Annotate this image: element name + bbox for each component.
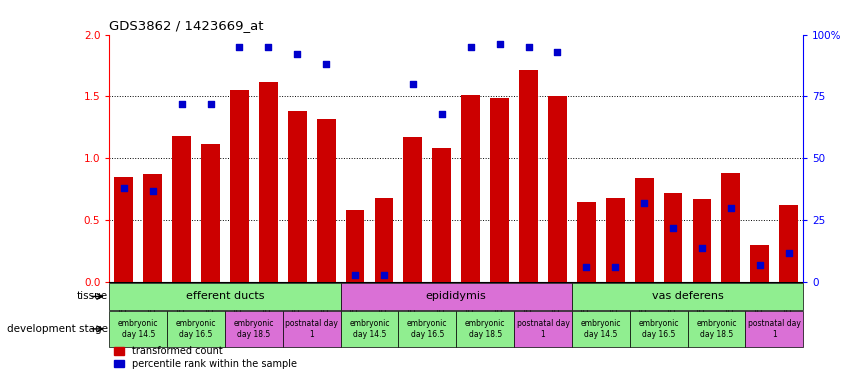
Text: postnatal day
1: postnatal day 1: [748, 319, 801, 339]
Text: development stage: development stage: [7, 324, 108, 334]
Bar: [167, 311, 225, 347]
Bar: [259, 82, 278, 282]
Bar: [722, 173, 740, 282]
Text: GDS3862 / 1423669_at: GDS3862 / 1423669_at: [109, 19, 264, 32]
Point: [290, 51, 304, 58]
Point: [724, 205, 738, 211]
Point: [521, 44, 535, 50]
Bar: [750, 245, 770, 282]
Bar: [288, 111, 307, 282]
Point: [579, 264, 593, 270]
Bar: [780, 205, 798, 282]
Bar: [630, 311, 687, 347]
Point: [117, 185, 130, 191]
Bar: [745, 311, 803, 347]
Point: [493, 41, 506, 48]
Text: embryonic
day 18.5: embryonic day 18.5: [234, 319, 274, 339]
Bar: [109, 283, 341, 310]
Text: embryonic
day 14.5: embryonic day 14.5: [349, 319, 389, 339]
Point: [435, 111, 448, 117]
Bar: [114, 177, 133, 282]
Bar: [693, 199, 711, 282]
Bar: [687, 311, 745, 347]
Text: embryonic
day 14.5: embryonic day 14.5: [580, 319, 621, 339]
Text: epididymis: epididymis: [426, 291, 487, 301]
Text: embryonic
day 14.5: embryonic day 14.5: [118, 319, 158, 339]
Bar: [225, 311, 283, 347]
Point: [348, 272, 362, 278]
Bar: [456, 311, 514, 347]
Point: [609, 264, 622, 270]
Bar: [490, 98, 509, 282]
Bar: [572, 311, 630, 347]
Bar: [462, 95, 480, 282]
Bar: [432, 149, 451, 282]
Bar: [664, 193, 682, 282]
Bar: [283, 311, 341, 347]
Bar: [143, 174, 162, 282]
Text: postnatal day
1: postnatal day 1: [285, 319, 338, 339]
Point: [637, 200, 651, 206]
Bar: [201, 144, 220, 282]
Point: [204, 101, 217, 107]
Point: [175, 101, 188, 107]
Text: embryonic
day 16.5: embryonic day 16.5: [638, 319, 679, 339]
Point: [406, 81, 420, 87]
Point: [146, 187, 160, 194]
Bar: [230, 90, 249, 282]
Text: embryonic
day 18.5: embryonic day 18.5: [465, 319, 505, 339]
Bar: [577, 202, 595, 282]
Bar: [404, 137, 422, 282]
Bar: [548, 96, 567, 282]
Bar: [374, 198, 394, 282]
Point: [696, 245, 709, 251]
Bar: [341, 311, 399, 347]
Text: embryonic
day 18.5: embryonic day 18.5: [696, 319, 737, 339]
Bar: [606, 198, 625, 282]
Point: [666, 225, 680, 231]
Text: vas deferens: vas deferens: [652, 291, 723, 301]
Text: tissue: tissue: [77, 291, 108, 301]
Point: [233, 44, 246, 50]
Bar: [346, 210, 364, 282]
Bar: [572, 283, 803, 310]
Bar: [519, 71, 538, 282]
Point: [753, 262, 766, 268]
Bar: [635, 178, 653, 282]
Point: [378, 272, 391, 278]
Bar: [514, 311, 572, 347]
Point: [782, 250, 796, 256]
Bar: [399, 311, 456, 347]
Text: embryonic
day 16.5: embryonic day 16.5: [176, 319, 216, 339]
Text: efferent ducts: efferent ducts: [186, 291, 264, 301]
Point: [262, 44, 275, 50]
Point: [464, 44, 478, 50]
Legend: transformed count, percentile rank within the sample: transformed count, percentile rank withi…: [114, 346, 297, 369]
Bar: [317, 119, 336, 282]
Bar: [109, 311, 167, 347]
Bar: [172, 136, 191, 282]
Text: embryonic
day 16.5: embryonic day 16.5: [407, 319, 447, 339]
Text: postnatal day
1: postnatal day 1: [516, 319, 569, 339]
Bar: [341, 283, 572, 310]
Point: [320, 61, 333, 67]
Point: [551, 49, 564, 55]
